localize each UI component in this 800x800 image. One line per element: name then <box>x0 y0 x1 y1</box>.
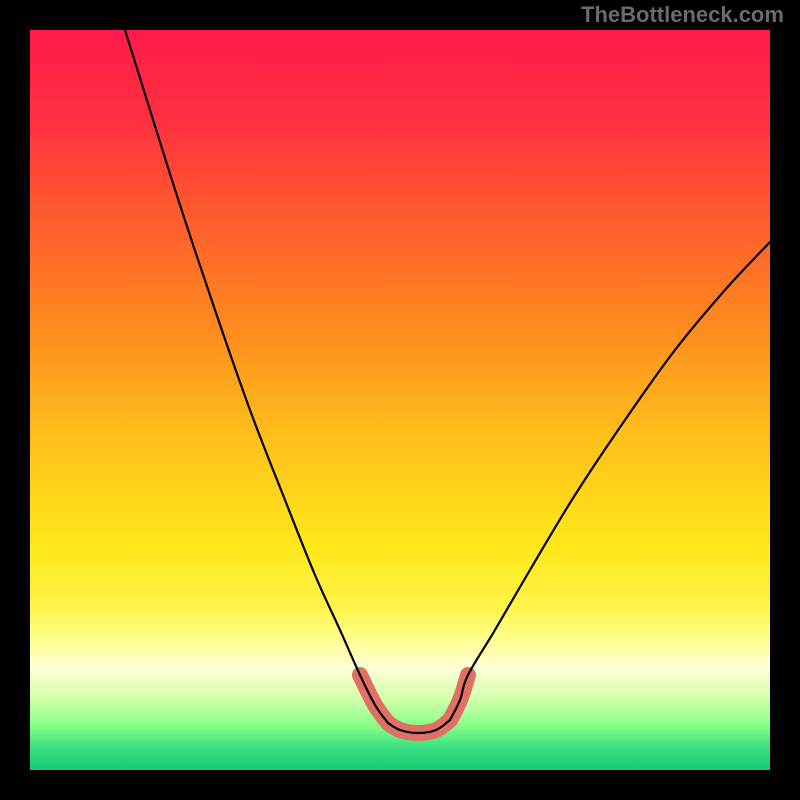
watermark-text: TheBottleneck.com <box>581 2 784 28</box>
plot-area <box>30 30 770 770</box>
line-group <box>125 30 770 733</box>
highlight-group <box>360 675 468 733</box>
curve-layer <box>30 30 770 770</box>
curve-right <box>450 242 770 720</box>
curve-left <box>125 30 388 723</box>
chart-root: TheBottleneck.com <box>0 0 800 800</box>
